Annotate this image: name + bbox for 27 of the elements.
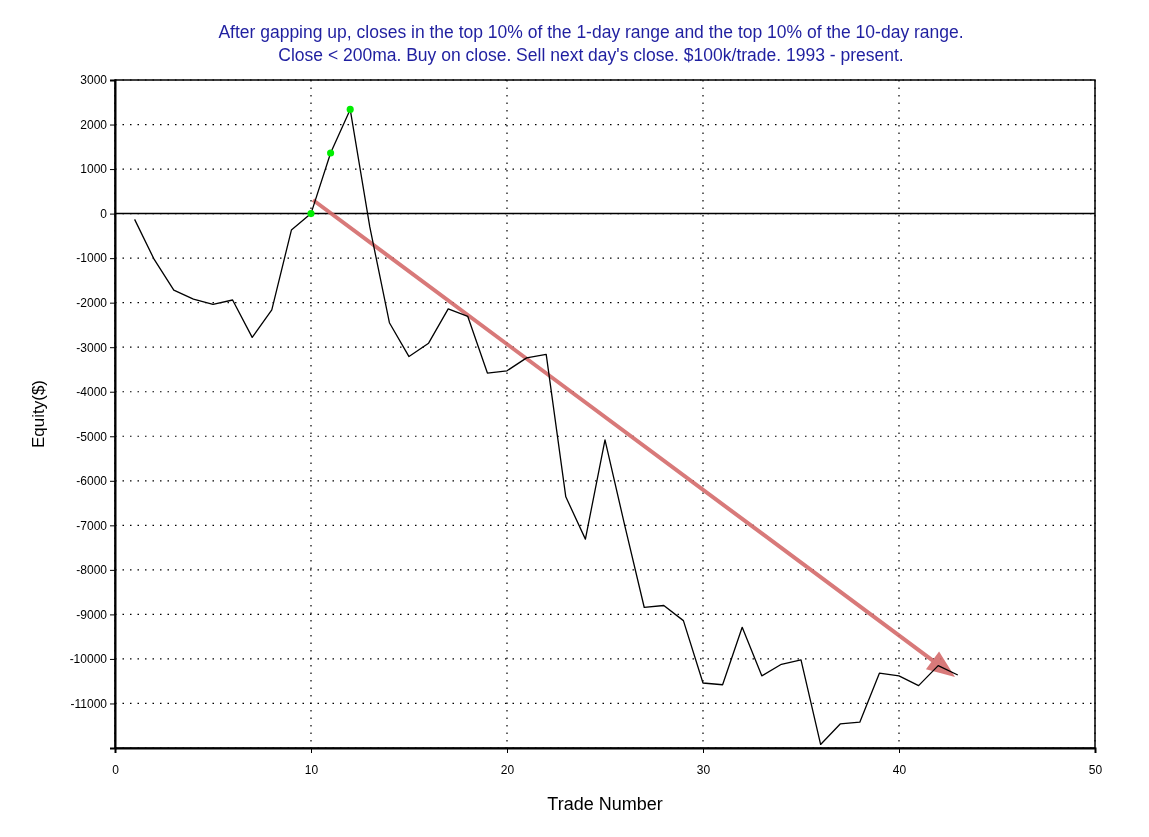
point (346, 105, 354, 113)
point (327, 149, 335, 157)
y-tick-label: -11000 (70, 696, 108, 711)
y-tick-label: 0 (100, 206, 108, 221)
point (307, 210, 315, 218)
y-tick-label: 3000 (80, 73, 108, 88)
x-tick-label: 40 (892, 763, 907, 777)
x-tick-label: 50 (1088, 763, 1103, 777)
y-tick-label: -8000 (76, 563, 108, 578)
y-tick-label: -4000 (76, 385, 108, 400)
y-tick-label: -1000 (76, 251, 108, 266)
y-tick-label: 1000 (80, 162, 108, 177)
x-axis-title: Trade Number (547, 794, 663, 814)
y-tick-label: -3000 (76, 340, 108, 355)
chart-title: After gapping up, closes in the top 10% of the 1-day range and the top 10% of the 10-day range. Close < 200ma. Buy on close. Sell next day's close. $100k/trade. 1993 - present. (218, 22, 964, 65)
x-tick-label: 30 (696, 763, 711, 777)
x-tick-label: 10 (304, 763, 319, 777)
y-tick-label: -7000 (76, 518, 108, 533)
y-tick-label: -6000 (76, 474, 108, 489)
y-axis-title: Equity($) (29, 379, 48, 449)
x-tick-label: 0 (112, 763, 120, 777)
y-tick-label: 2000 (80, 117, 108, 132)
y-tick-label: -10000 (69, 652, 108, 667)
y-tick-label: -2000 (76, 296, 108, 311)
y-tick-label: -5000 (76, 429, 108, 444)
x-tick-label: 20 (500, 763, 515, 777)
y-tick-label: -9000 (76, 607, 108, 622)
